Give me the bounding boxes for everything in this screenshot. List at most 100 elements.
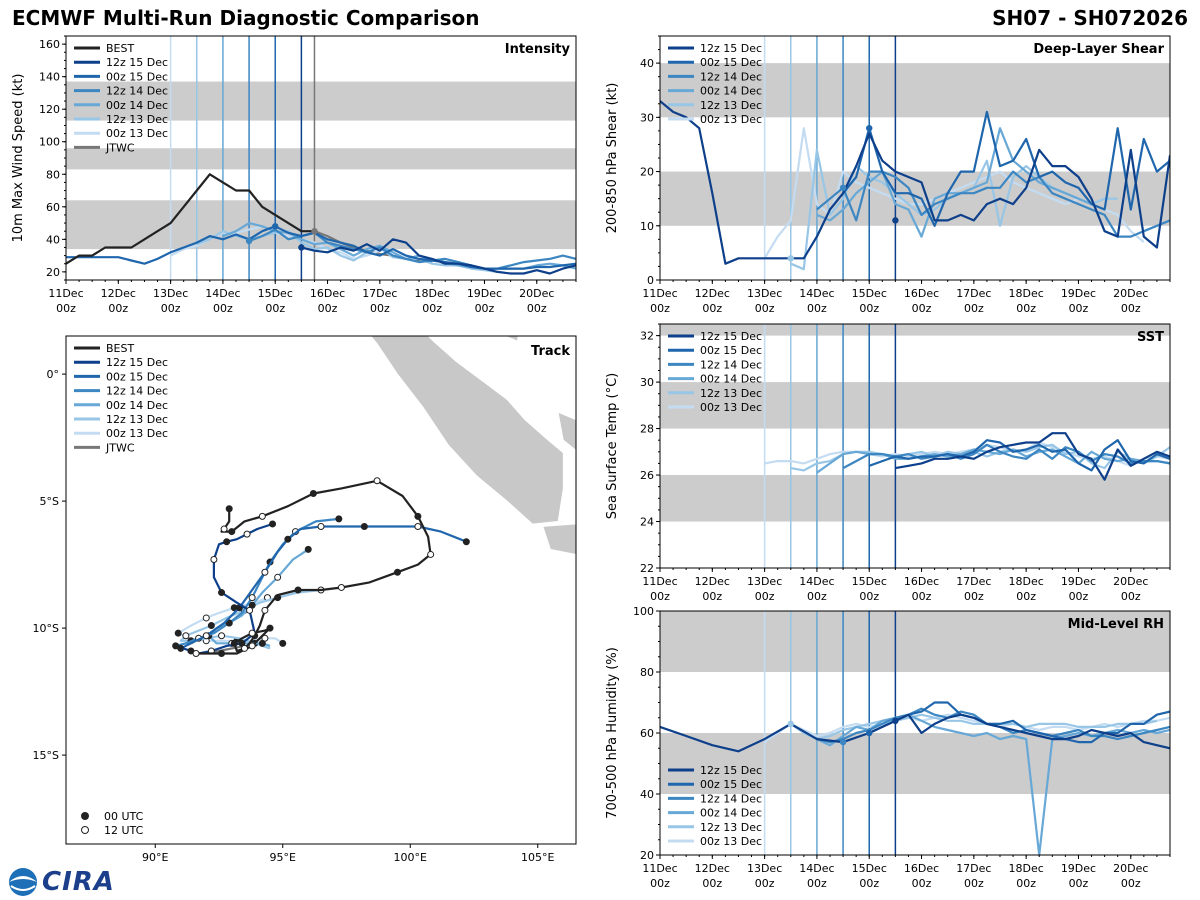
x-tick-label: 105°E xyxy=(521,851,554,864)
track-point xyxy=(220,525,228,533)
plot-frame xyxy=(659,323,1171,569)
legend-label: 00z 14 Dec xyxy=(106,99,168,112)
y-tick-label: 24 xyxy=(640,516,654,529)
page-title: ECMWF Multi-Run Diagnostic Comparison xyxy=(12,6,480,30)
series-marker xyxy=(892,717,899,724)
x-tick-day: 17Dec xyxy=(362,287,397,300)
legend-label: 12z 14 Dec xyxy=(106,85,168,98)
panel-title: Track xyxy=(531,344,570,359)
x-tick-hour: 00z xyxy=(755,590,775,603)
series-marker xyxy=(866,729,873,737)
track-point xyxy=(218,589,226,597)
track-point xyxy=(309,489,317,497)
x-tick-hour: 00z xyxy=(807,590,827,603)
track-point xyxy=(174,629,182,637)
x-tick-day: 17Dec xyxy=(956,862,991,875)
series-marker xyxy=(245,237,253,245)
marker-legend-label: 12 UTC xyxy=(104,824,144,837)
x-tick-hour: 00z xyxy=(1016,590,1036,603)
y-tick-label: 80 xyxy=(640,666,654,679)
series-line xyxy=(301,238,576,275)
legend-label: 00z 15 Dec xyxy=(700,778,762,791)
track-point xyxy=(304,545,312,553)
legend-label: 12z 14 Dec xyxy=(106,385,168,398)
track-point xyxy=(218,650,226,657)
x-tick-hour: 00z xyxy=(1121,877,1141,890)
track-point xyxy=(294,586,302,594)
x-tick-hour: 00z xyxy=(964,877,984,890)
x-tick-day: 16Dec xyxy=(904,862,939,875)
x-tick-day: 15Dec xyxy=(852,575,887,588)
track-point xyxy=(279,639,287,647)
x-tick-hour: 00z xyxy=(318,302,338,315)
x-tick-hour: 00z xyxy=(527,302,547,315)
track-point xyxy=(274,573,282,581)
x-tick-label: 95°E xyxy=(270,851,296,864)
x-tick-day: 12Dec xyxy=(101,287,136,300)
legend-label: 12z 14 Dec xyxy=(700,70,762,83)
legend-label: 00z 14 Dec xyxy=(700,373,762,386)
track-point xyxy=(210,556,218,564)
legend-label: 00z 15 Dec xyxy=(106,370,168,383)
x-tick-hour: 00z xyxy=(650,302,670,315)
legend-label: 12z 15 Dec xyxy=(700,330,762,343)
chart-intensity: 20 40 60 80 100 120 140 160 11Dec 00z 12Dec 00z 13De… xyxy=(11,35,577,315)
y-tick-label: 10 xyxy=(640,220,654,233)
track-point xyxy=(360,523,368,530)
track-point xyxy=(218,632,226,640)
x-tick-day: 11Dec xyxy=(642,575,677,588)
x-tick-day: 13Dec xyxy=(153,287,188,300)
x-tick-hour: 00z xyxy=(859,302,879,315)
legend-label: 00z 13 Dec xyxy=(106,127,168,140)
y-tick-label: 28 xyxy=(640,423,654,436)
marker-legend-symbol xyxy=(81,826,89,834)
x-tick-hour: 00z xyxy=(964,590,984,603)
plot-area xyxy=(66,36,576,280)
x-tick-label: 100°E xyxy=(394,851,427,864)
threshold-band xyxy=(66,81,576,121)
x-tick-day: 18Dec xyxy=(1009,287,1044,300)
y-tick-label: 26 xyxy=(640,469,654,482)
track-point xyxy=(258,639,266,647)
y-tick-label: 40 xyxy=(46,233,60,246)
track-point xyxy=(182,632,190,640)
track-point xyxy=(261,606,269,614)
track-point xyxy=(207,622,215,630)
y-tick-label: 32 xyxy=(640,330,654,343)
track-point xyxy=(284,535,292,543)
threshold-band xyxy=(660,382,1170,429)
legend-label: 12z 14 Dec xyxy=(700,792,762,805)
legend-label: 00z 13 Dec xyxy=(700,113,762,126)
track-point xyxy=(261,568,269,576)
legend-label: BEST xyxy=(106,42,134,55)
track-point xyxy=(192,650,200,657)
x-tick-hour: 00z xyxy=(108,302,128,315)
x-tick-day: 20Dec xyxy=(519,287,554,300)
x-tick-hour: 00z xyxy=(912,590,932,603)
y-tick-label: 20 xyxy=(640,166,654,179)
series-line xyxy=(763,713,1170,744)
cira-logo: CIRA xyxy=(6,866,115,898)
track-line xyxy=(180,525,467,650)
y-axis-label: 200-850 hPa Shear (kt) xyxy=(605,83,620,234)
legend-label: 12z 15 Dec xyxy=(106,356,168,369)
x-tick-hour: 00z xyxy=(755,302,775,315)
legend-label: 12z 13 Dec xyxy=(700,99,762,112)
x-tick-hour: 00z xyxy=(964,302,984,315)
track-point xyxy=(202,614,210,622)
track-point xyxy=(248,594,256,602)
x-tick-hour: 00z xyxy=(1016,302,1036,315)
series-line xyxy=(868,701,1170,744)
y-tick-label: 100 xyxy=(633,605,654,618)
y-tick-label: 80 xyxy=(46,168,60,181)
track-point xyxy=(177,644,185,652)
legend-label: 00z 15 Dec xyxy=(106,70,168,83)
x-tick-hour: 00z xyxy=(912,302,932,315)
x-tick-hour: 00z xyxy=(859,590,879,603)
x-tick-day: 13Dec xyxy=(747,575,782,588)
track-point xyxy=(266,624,274,632)
series-marker xyxy=(787,255,794,262)
